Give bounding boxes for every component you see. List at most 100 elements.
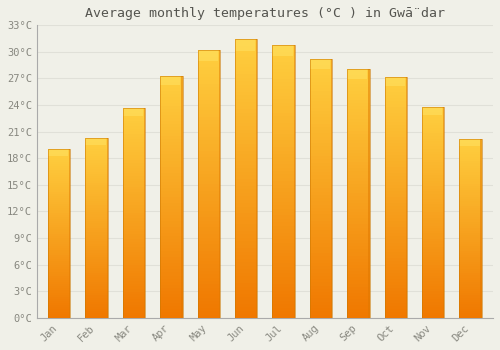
Bar [422,315,444,318]
Bar [160,279,182,281]
Bar [86,169,108,172]
Bar [460,235,482,237]
Bar [235,137,258,140]
Bar [123,116,146,118]
Bar [235,123,258,126]
Bar [460,210,482,213]
Bar [272,45,295,318]
Bar [422,239,444,241]
Bar [422,257,444,260]
Bar [198,124,220,127]
Bar [86,194,108,196]
Bar [235,175,258,178]
Bar [384,182,407,185]
Bar [310,253,332,257]
Bar [86,176,108,178]
Bar [310,247,332,250]
Bar [347,134,370,137]
Bar [123,250,146,252]
Bar [347,287,370,290]
Bar [347,249,370,252]
Bar [123,126,146,129]
Bar [198,87,220,90]
Bar [310,136,332,140]
Bar [384,297,407,300]
Bar [160,272,182,275]
Bar [86,313,108,316]
Bar [198,284,220,288]
Bar [422,304,444,307]
Bar [123,310,146,313]
Bar [422,302,444,305]
Bar [160,112,182,115]
Bar [422,194,444,197]
Bar [272,212,295,216]
Bar [347,162,370,165]
Bar [235,259,258,262]
Bar [235,307,258,311]
Bar [86,266,108,268]
Bar [48,173,70,175]
Bar [48,309,70,312]
Bar [460,307,482,309]
Bar [160,233,182,236]
Bar [422,218,444,220]
Bar [160,300,182,303]
Bar [160,203,182,206]
Bar [235,311,258,314]
Bar [235,262,258,266]
Bar [347,284,370,287]
Bar [123,278,146,281]
Bar [160,163,182,167]
Bar [86,138,105,145]
Bar [86,277,108,280]
Bar [347,112,370,116]
Bar [460,237,482,239]
Bar [272,158,295,161]
Bar [48,254,70,257]
Bar [198,194,220,197]
Bar [86,190,108,192]
Bar [384,197,407,200]
Bar [422,268,444,271]
Bar [123,313,146,315]
Bar [384,218,407,222]
Bar [235,178,258,182]
Bar [48,215,70,217]
Bar [235,109,258,113]
Bar [123,129,146,131]
Bar [86,244,108,246]
Bar [272,219,295,222]
Bar [198,241,220,244]
Bar [160,287,182,290]
Bar [198,267,220,271]
Bar [422,138,444,141]
Bar [347,81,370,84]
Bar [384,164,407,167]
Bar [384,309,407,312]
Bar [294,45,295,318]
Bar [460,148,482,150]
Bar [347,265,370,268]
Bar [347,305,370,308]
Bar [123,166,146,168]
Bar [384,267,407,270]
Bar [310,101,332,104]
Bar [160,118,182,121]
Bar [86,138,108,318]
Bar [123,124,146,126]
Bar [347,165,370,168]
Bar [86,234,108,237]
Bar [347,97,370,100]
Bar [384,303,407,306]
Bar [198,304,220,308]
Bar [48,250,70,253]
Bar [160,76,182,79]
Bar [460,284,482,287]
Bar [86,316,108,318]
Bar [347,137,370,140]
Bar [235,81,258,85]
Bar [198,308,220,311]
Bar [384,116,407,119]
Bar [235,304,258,307]
